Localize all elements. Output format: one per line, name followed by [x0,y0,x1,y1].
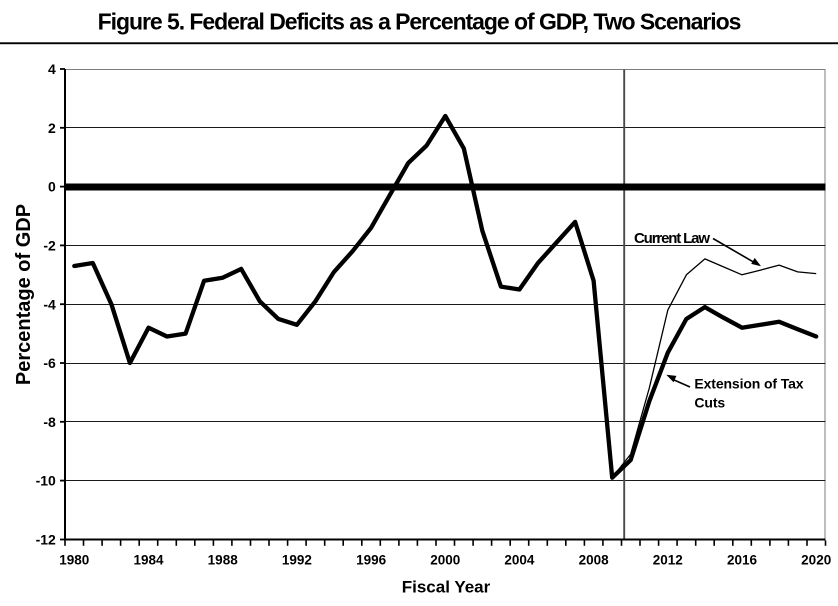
svg-text:2008: 2008 [579,553,610,568]
svg-text:2020: 2020 [801,553,831,568]
svg-text:1992: 1992 [282,553,312,568]
svg-text:-4: -4 [43,296,56,312]
svg-text:-10: -10 [36,473,56,489]
svg-text:Extension of Tax: Extension of Tax [694,376,803,392]
svg-text:-12: -12 [36,532,56,548]
svg-text:Current Law: Current Law [634,230,710,247]
svg-text:1984: 1984 [133,553,164,568]
svg-text:2012: 2012 [653,553,683,568]
svg-text:Cuts: Cuts [694,394,725,410]
svg-text:-6: -6 [43,355,56,371]
svg-text:4: 4 [48,61,56,77]
svg-text:0: 0 [48,179,56,195]
svg-text:2004: 2004 [504,553,535,568]
svg-text:2: 2 [48,120,56,136]
svg-text:-8: -8 [43,414,56,430]
svg-text:Percentage of GDP: Percentage of GDP [13,204,35,385]
svg-text:2000: 2000 [430,553,460,568]
svg-text:Figure 5. Federal Deficits as: Figure 5. Federal Deficits as a Percenta… [98,9,741,35]
svg-text:1980: 1980 [59,553,89,568]
svg-text:1988: 1988 [208,553,239,568]
svg-text:2016: 2016 [727,553,758,568]
svg-text:-2: -2 [43,238,56,254]
svg-text:1996: 1996 [356,553,387,568]
svg-text:Fiscal Year: Fiscal Year [402,578,491,597]
